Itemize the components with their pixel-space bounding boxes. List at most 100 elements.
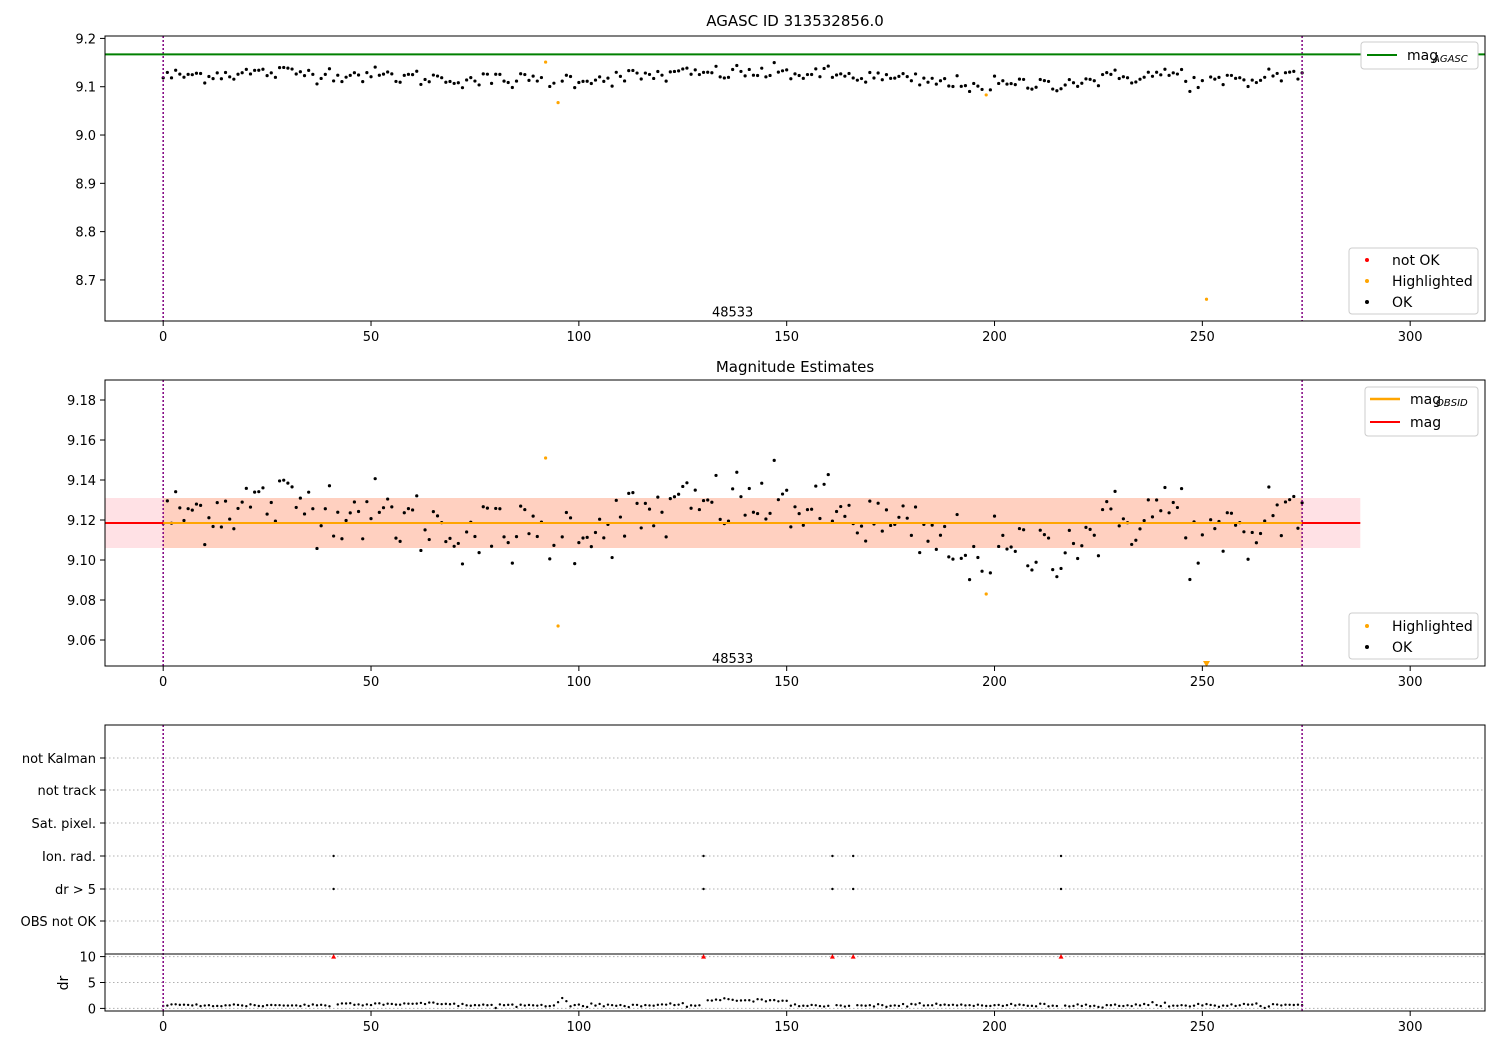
ok-point [963,84,968,88]
dr-point [390,1002,394,1006]
dr-point [1151,1000,1154,1004]
ok-point [223,499,228,503]
dr-point [918,1001,921,1005]
dr-point [1047,1005,1050,1008]
panel-2-title: Magnitude Estimates [716,358,874,376]
dr-point [739,999,743,1002]
ok-point [1013,549,1017,553]
dr-y-tick-label: 5 [88,977,96,992]
ok-point [514,535,519,539]
dr-point [270,1003,273,1007]
dr-point [182,1003,186,1006]
dr-point [1246,1003,1250,1006]
dr-point [806,1004,809,1008]
dr-point [548,1004,551,1008]
dr-point [1275,1003,1279,1006]
ok-point [1292,69,1296,73]
ok-point [573,562,577,566]
ok-point [909,533,913,537]
dr-point [469,1004,472,1007]
ok-point [647,72,652,77]
ok-point [568,516,573,520]
ok-point [1017,526,1022,531]
ok-point [652,524,656,528]
dr-point [939,1003,942,1007]
ok-point [319,76,323,81]
ok-point [755,73,760,78]
dr-point [365,1003,369,1006]
ok-point [880,529,884,533]
ok-point [909,79,913,83]
dr-point [1234,1004,1237,1008]
ok-point [938,79,943,83]
ok-point [340,537,344,541]
ok-point [951,84,955,89]
flag-point [1059,854,1063,858]
dr-point [523,1004,527,1007]
dr-point [673,1003,676,1007]
ok-point [826,472,830,477]
ok-point [1022,77,1026,82]
ok-point [951,557,955,561]
ok-point [855,531,859,535]
y-tick-label: 8.8 [75,226,96,241]
ok-point [1084,525,1088,529]
ok-point [1179,486,1184,491]
dr-point [290,1004,294,1007]
ok-point [336,73,340,77]
ok-point [219,525,223,529]
ok-point [386,497,390,501]
ok-point [1258,531,1263,536]
ok-point [656,69,660,74]
dr-point [282,1004,285,1007]
ok-point [1171,500,1175,505]
dr-point [706,999,709,1002]
dr-point [773,998,776,1002]
x-tick-label: 0 [159,675,167,690]
ok-point [1146,70,1150,74]
dr-point [170,1003,173,1006]
dr-point [585,1005,589,1009]
x-tick-label: 50 [363,1020,380,1035]
ok-point [1250,530,1254,535]
ok-point [635,71,639,75]
ok-point [1046,536,1051,540]
ok-point [631,68,635,73]
ok-point [876,71,880,75]
dr-point [864,1004,867,1007]
dr-point [656,1003,660,1007]
ok-point [1296,77,1300,81]
flag-point [851,854,855,858]
panel-2-legend-bottom: Highlighted OK [1348,612,1479,660]
ok-point [514,79,519,83]
dr-point [232,1003,236,1006]
dr-point [590,1002,593,1005]
ok-point [282,478,286,482]
ok-point [215,71,219,75]
dr-point [1009,1002,1013,1006]
dr-point [1076,1003,1079,1006]
dr-point [818,1004,822,1008]
ok-point [282,65,286,70]
dr-point [506,1003,510,1007]
dr-point [1134,1003,1138,1006]
dr-point [1238,1004,1241,1007]
dr-point [527,1003,531,1007]
dr-point [1084,1003,1088,1006]
ok-point [261,486,265,490]
dr-point [685,1005,689,1009]
ok-point [485,72,490,76]
ok-point [643,501,647,505]
flag-row-label: Sat. pixel. [32,817,96,832]
ok-point [772,61,776,65]
ok-point [868,499,872,503]
ok-point [635,501,639,505]
dr-point [236,1003,240,1007]
dr-point [1014,1004,1017,1007]
dr-point [249,1003,252,1006]
ok-point [1171,71,1175,75]
ok-point [394,79,398,84]
ok-point [997,81,1001,86]
ok-point [685,66,689,70]
ok-point [481,505,485,509]
